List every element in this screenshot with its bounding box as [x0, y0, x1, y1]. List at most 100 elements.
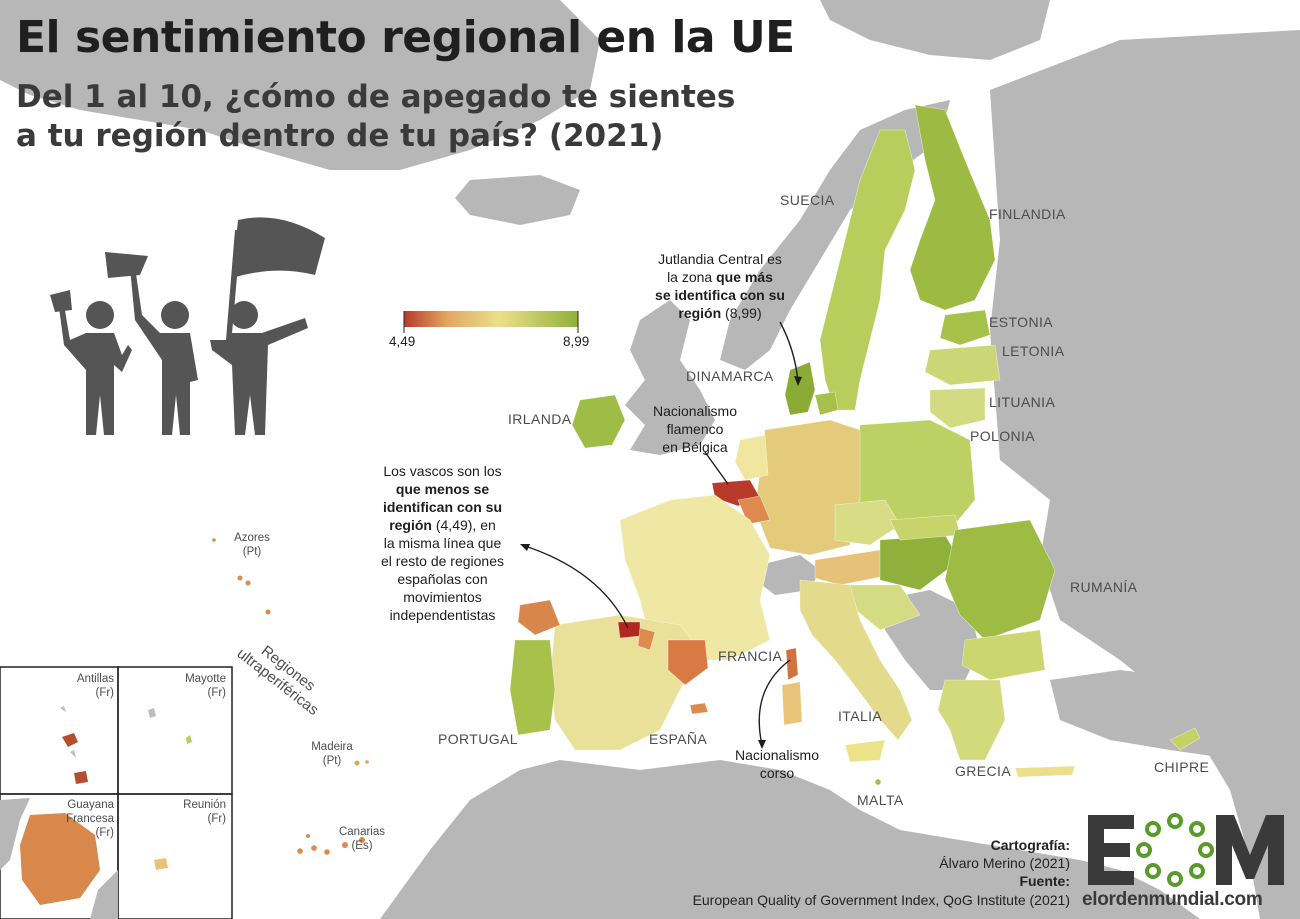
region-france	[619, 494, 771, 661]
note-corso: Nacionalismo corso	[712, 746, 842, 782]
note-vascos-line: el resto de regiones	[381, 553, 504, 569]
label-reunion: Reunión (Fr)	[168, 798, 226, 826]
region-finland	[909, 104, 996, 311]
note-flamenco-line: en Bélgica	[662, 439, 728, 455]
region-greece	[937, 679, 1006, 761]
label-mayotte: Mayotte (Fr)	[168, 672, 226, 700]
arrow-flamenco	[704, 451, 729, 485]
country-label-irlanda: IRLANDA	[508, 411, 572, 427]
note-bold: que más	[716, 269, 773, 285]
antillas-shape	[62, 733, 88, 784]
label-country: (Pt)	[322, 755, 342, 767]
region-balearic	[689, 702, 709, 715]
label-name: Azores	[234, 532, 270, 544]
country-label-italia: ITALIA	[838, 708, 883, 724]
label-name: Antillas	[76, 673, 114, 685]
region-spain	[549, 614, 701, 751]
region-denmark	[784, 361, 816, 416]
region-romania	[944, 519, 1056, 641]
guayana-south-america	[0, 798, 118, 919]
country-label-portugal: PORTUGAL	[438, 731, 518, 747]
country-label-francia: FRANCIA	[718, 648, 783, 664]
note-vascos: Los vascos son los que menos se identifi…	[355, 462, 530, 624]
logo-url: elordenmundial.com	[1082, 889, 1263, 910]
azores-islands	[212, 538, 271, 615]
note-flamenco-line: flamenco	[666, 421, 724, 437]
note-vascos-line: la misma línea que	[383, 535, 502, 551]
region-basque	[617, 621, 641, 639]
region-malta	[874, 778, 882, 786]
region-navarra	[637, 627, 656, 651]
note-bold: región	[678, 305, 722, 321]
note-text: (4,49), en	[435, 517, 496, 533]
uk-landmass	[625, 300, 715, 455]
country-label-letonia: LETONIA	[1002, 343, 1065, 359]
country-label-polonia: POLONIA	[970, 428, 1036, 444]
legend-min-label: 4,49	[389, 334, 416, 349]
note-vascos-line: independentistas	[389, 607, 496, 623]
region-catalonia	[667, 639, 709, 686]
region-estonia	[939, 309, 991, 346]
madeira-islands	[354, 760, 369, 766]
label-canarias: Canarias (Es)	[330, 825, 394, 853]
people-flags-pictogram	[50, 217, 325, 435]
region-germany	[754, 419, 861, 556]
region-lithuania	[929, 387, 986, 429]
canarias-islands	[297, 834, 365, 855]
label-name: Mayotte	[185, 673, 226, 685]
label-country: (Fr)	[207, 813, 226, 825]
page-title: El sentimiento regional en la UE	[16, 12, 795, 63]
subtitle-line-2: a tu región dentro de tu país? (2021)	[16, 118, 664, 154]
note-vascos-line: identifican con su	[355, 498, 530, 516]
region-denmark-islands	[814, 391, 839, 416]
page-subtitle: Del 1 al 10, ¿cómo de apegado te sientes…	[16, 78, 735, 156]
note-vascos-line: región (4,49), en	[355, 516, 530, 534]
reunion-shape	[154, 858, 168, 870]
subtitle-line-1: Del 1 al 10, ¿cómo de apegado te sientes	[16, 79, 736, 115]
inset-frames	[0, 666, 233, 919]
credits-cartografia: Álvaro Merino (2021)	[939, 855, 1070, 871]
credits-fuente: European Quality of Government Index, Qo…	[692, 892, 1070, 908]
label-country: (Fr)	[207, 687, 226, 699]
region-czechia	[834, 499, 901, 546]
note-corso-line: corso	[759, 765, 795, 781]
country-label-chipre: CHIPRE	[1154, 759, 1210, 775]
region-sardinia	[781, 681, 803, 726]
country-label-espana: ESPAÑA	[649, 731, 708, 747]
svalbard-landmass	[820, 0, 1050, 60]
note-bold: que menos se	[395, 481, 490, 497]
note-vascos-line: movimientos	[403, 589, 482, 605]
label-guayana: Guayana Francesa (Fr)	[52, 798, 114, 840]
arrow-corso	[758, 659, 791, 746]
label-name: Reunión	[183, 799, 226, 811]
region-ireland	[571, 394, 626, 449]
label-name: Canarias	[338, 826, 386, 838]
north-africa-landmass	[380, 760, 1200, 919]
note-text: (8,99)	[725, 305, 762, 321]
label-country: (Pt)	[242, 546, 262, 558]
label-name: Madeira	[311, 741, 353, 753]
mayotte-shape	[186, 735, 192, 744]
note-jutlandia-line: la zona que más	[630, 268, 810, 286]
region-austria	[814, 549, 891, 586]
greenland-landmass	[0, 0, 600, 170]
country-label-grecia: GRECIA	[955, 763, 1012, 779]
note-bold: región	[389, 517, 432, 533]
note-flamenco: Nacionalismo flamenco en Bélgica	[630, 402, 760, 456]
note-jutlandia-line: región (8,99)	[630, 304, 810, 322]
country-label-suecia: SUECIA	[780, 192, 835, 208]
note-flamenco-line: Nacionalismo	[652, 403, 738, 419]
country-label-malta: MALTA	[857, 792, 904, 808]
country-label-dinamarca: DINAMARCA	[686, 368, 774, 384]
note-corso-line: Nacionalismo	[734, 747, 820, 763]
guayana-shape	[20, 813, 100, 905]
arrow-heads	[520, 376, 802, 749]
turkey-landmass	[1050, 670, 1300, 770]
note-jutlandia-line: se identifica con su	[630, 286, 810, 304]
label-madeira: Madeira (Pt)	[302, 740, 362, 768]
arrow-vascos	[521, 544, 629, 629]
antillas-land	[60, 706, 76, 758]
credits-cartografia-label: Cartografía:	[990, 837, 1070, 853]
note-bold: identifican con su	[382, 499, 502, 515]
